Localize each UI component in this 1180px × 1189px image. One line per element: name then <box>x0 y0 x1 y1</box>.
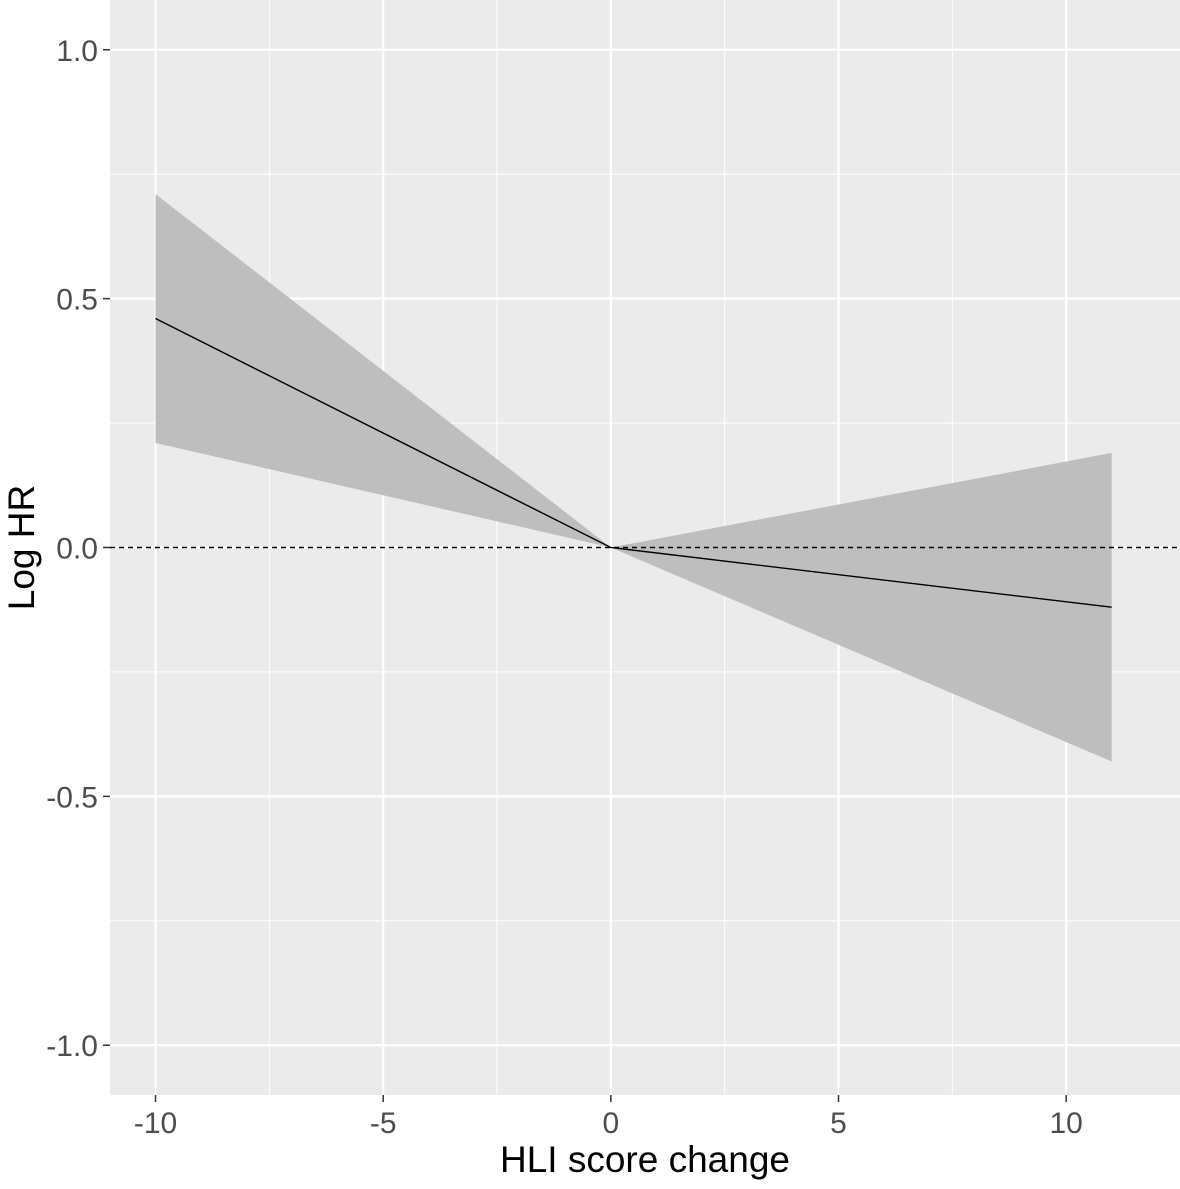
x-tick-label: -5 <box>370 1107 397 1140</box>
x-tick-label: 5 <box>830 1107 847 1140</box>
y-axis-title: Log HR <box>1 485 42 610</box>
confidence-band <box>155 194 1112 762</box>
y-tick-label: 0.0 <box>56 533 98 566</box>
y-tick-label: -1.0 <box>46 1030 98 1063</box>
x-tick-label: 10 <box>1049 1107 1082 1140</box>
y-tick-label: 1.0 <box>56 35 98 68</box>
estimate-line <box>155 317 1112 608</box>
y-axis-ticks: -1.0 -0.5 0.0 0.5 1.0 <box>46 35 110 1063</box>
x-tick-label: -10 <box>134 1107 177 1140</box>
y-tick-label: -0.5 <box>46 781 98 814</box>
x-tick-label: 0 <box>603 1107 620 1140</box>
x-axis-ticks: -10 -5 0 5 10 <box>134 1095 1083 1140</box>
y-tick-label: 0.5 <box>56 284 98 317</box>
x-axis-title: HLI score change <box>500 1139 790 1180</box>
